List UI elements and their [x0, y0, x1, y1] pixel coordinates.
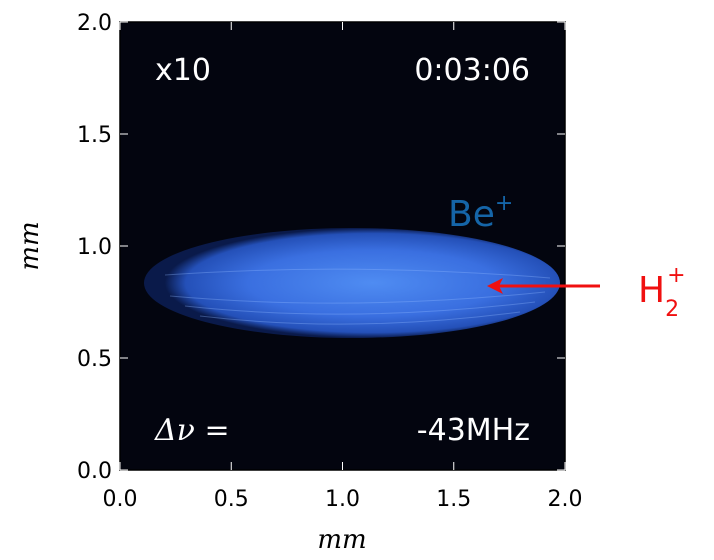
- x-axis-label: mm: [317, 525, 366, 555]
- x-tick-label: 2.0: [548, 487, 583, 512]
- y-tick-label: 1.5: [77, 123, 112, 148]
- timestamp: 0:03:06: [414, 53, 530, 88]
- arrow-head: [487, 278, 503, 294]
- x-tick-label: 1.5: [436, 487, 471, 512]
- crystal-shells: [164, 268, 551, 325]
- y-tick-label: 1.0: [77, 235, 112, 260]
- arrow-label-text: H: [638, 270, 665, 311]
- detuning-value: -43MHz: [417, 413, 530, 448]
- x-tick-label: 0.5: [214, 487, 249, 512]
- x-tick-label: 1.0: [325, 487, 360, 512]
- arrow-label-sup: +: [667, 263, 685, 288]
- y-tick-label: 0.0: [77, 459, 112, 484]
- arrow-label: H2 +: [638, 263, 686, 322]
- y-tick-label: 2.0: [77, 11, 112, 36]
- ion-label-text: Be: [448, 194, 495, 235]
- ion-label: Be+: [448, 191, 513, 235]
- magnification: x10: [155, 53, 211, 88]
- y-tick-label: 0.5: [77, 347, 112, 372]
- arrow-label-sub: 2: [665, 297, 679, 322]
- ion-label-charge: +: [495, 191, 513, 216]
- ion-crystal: [144, 228, 560, 338]
- detuning-label: Δν =: [154, 413, 230, 448]
- x-tick-label: 0.0: [103, 487, 138, 512]
- y-axis-label: mm: [15, 221, 45, 270]
